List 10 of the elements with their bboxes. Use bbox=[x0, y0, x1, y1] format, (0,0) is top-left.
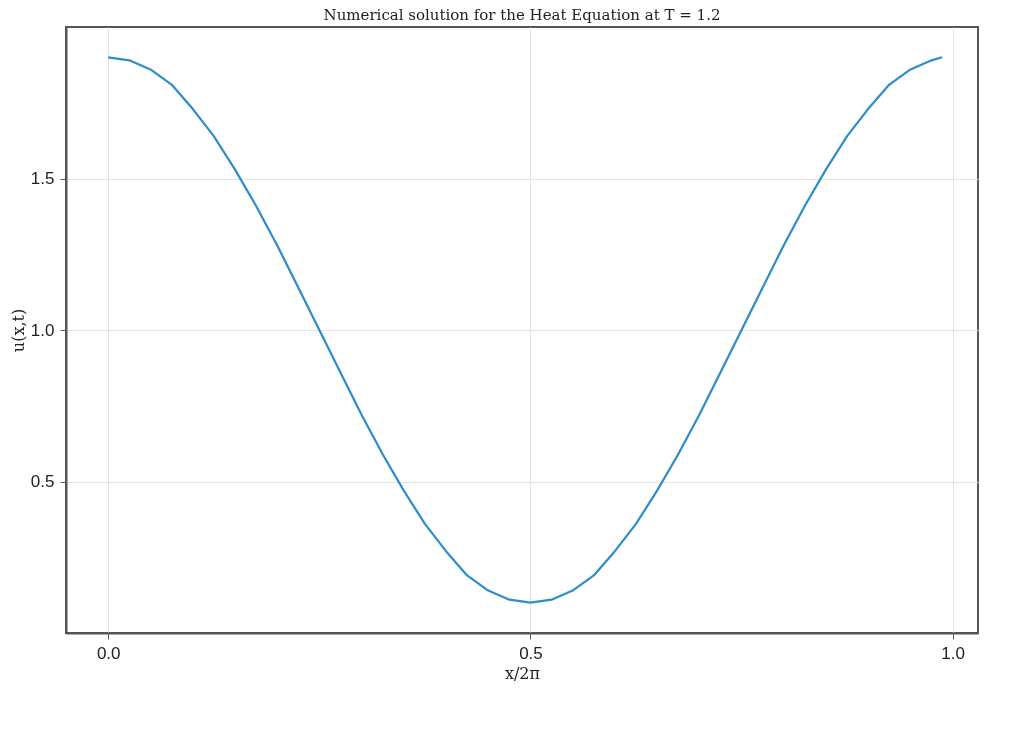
x-tick-label: 0.5 bbox=[519, 643, 543, 663]
line-series bbox=[107, 56, 944, 604]
x-axis-title: x/2π bbox=[504, 663, 541, 683]
x-tick-label: 0.0 bbox=[96, 643, 121, 663]
y-tick-label: 1.5 bbox=[30, 169, 55, 188]
x-tick-label: 1.0 bbox=[941, 643, 965, 663]
y-tick-label: 0.5 bbox=[30, 472, 55, 491]
chart-title: Numerical solution for the Heat Equation at T = 1.2 bbox=[323, 6, 721, 24]
y-axis-title: u(x,t) bbox=[8, 308, 28, 353]
y-tick-label: 1.0 bbox=[30, 320, 55, 340]
